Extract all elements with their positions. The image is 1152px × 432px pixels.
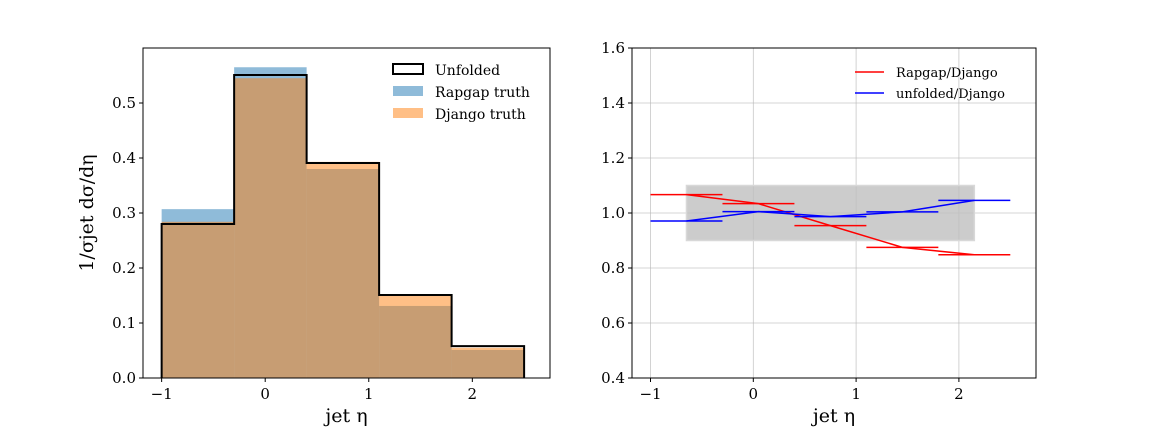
y-tick-label: 0.3 bbox=[112, 204, 136, 222]
step-unfolded bbox=[160, 73, 526, 378]
x-axis-label: jet η bbox=[323, 405, 367, 427]
legend-swatch bbox=[393, 86, 423, 96]
y-tick-label: 0.2 bbox=[112, 259, 136, 277]
y-tick-label: 0.0 bbox=[112, 369, 136, 387]
x-tick-label: 0 bbox=[260, 385, 270, 403]
bar-django-truth bbox=[161, 221, 235, 378]
x-tick-label: −1 bbox=[639, 385, 661, 403]
x-axis-label: jet η bbox=[811, 405, 855, 427]
x-tick-label: 0 bbox=[749, 385, 759, 403]
bar-django-truth bbox=[306, 161, 380, 378]
y-tick-label: 1.4 bbox=[601, 94, 625, 112]
y-tick-label: 0.4 bbox=[601, 369, 625, 387]
legend-label: unfolded/Django bbox=[896, 87, 1005, 102]
y-axis-label: 1/σjet dσ/dη bbox=[76, 154, 98, 271]
y-tick-label: 0.8 bbox=[601, 259, 625, 277]
y-tick-label: 0.4 bbox=[112, 149, 136, 167]
x-tick-label: 2 bbox=[954, 385, 964, 403]
x-tick-label: −1 bbox=[151, 385, 173, 403]
legend-label: Rapgap truth bbox=[435, 85, 530, 101]
x-tick-label: 1 bbox=[851, 385, 861, 403]
y-tick-label: 0.1 bbox=[112, 314, 136, 332]
legend-label: Django truth bbox=[435, 107, 526, 123]
bar-django-truth bbox=[451, 347, 525, 378]
bar-django-truth bbox=[234, 78, 307, 378]
legend-swatch-unfolded bbox=[392, 63, 424, 75]
y-tick-label: 0.6 bbox=[601, 314, 625, 332]
legend-label: Rapgap/Django bbox=[896, 66, 998, 81]
bar-django-truth bbox=[379, 294, 452, 378]
legend-swatch bbox=[393, 108, 423, 118]
ratio-panel: −1 0 1 2 0.4 0.6 0.8 1.0 1.2 1.4 1.6 jet η Rapgap/Dj… bbox=[601, 39, 1037, 427]
x-tick-label: 1 bbox=[364, 385, 374, 403]
y-tick-label: 1.6 bbox=[601, 39, 625, 57]
y-tick-label: 1.2 bbox=[601, 149, 625, 167]
histogram-panel: −1 0 1 2 0.0 0.1 0.2 0.3 0.4 0.5 jet η 1/σjet dσ/dη… bbox=[76, 47, 551, 427]
y-tick-label: 1.0 bbox=[601, 204, 625, 222]
legend-label: Unfolded bbox=[435, 63, 500, 79]
uncertainty-band bbox=[685, 184, 976, 242]
x-tick-label: 2 bbox=[468, 385, 478, 403]
y-tick-label: 0.5 bbox=[112, 94, 136, 112]
